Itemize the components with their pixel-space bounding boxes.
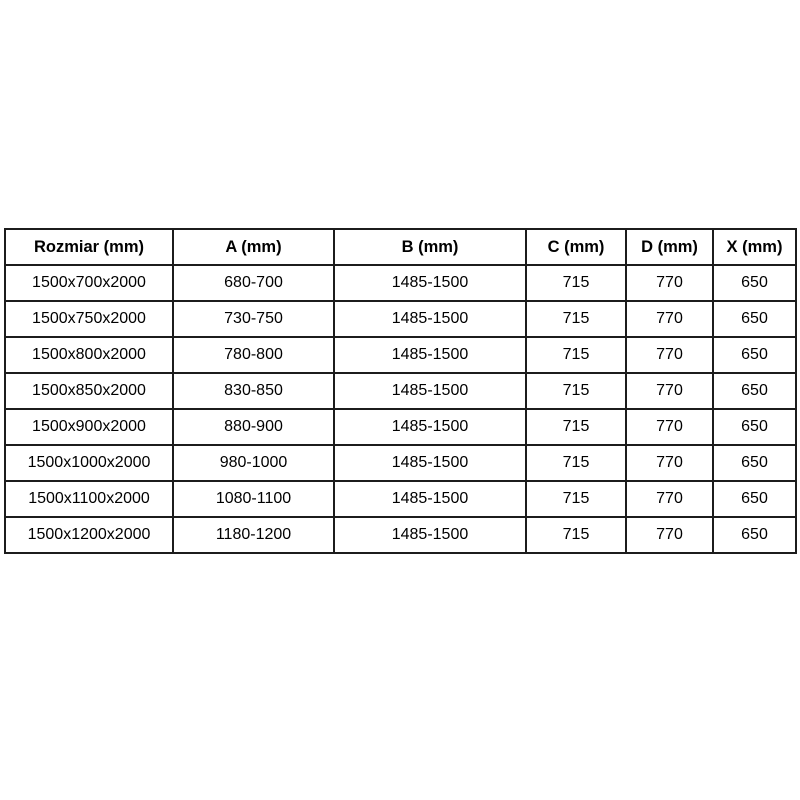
table-cell: 1500x700x2000 <box>4 264 174 302</box>
table-row: 1500x1200x2000 1180-1200 1485-1500 715 770 65… <box>4 516 797 554</box>
table-row: 1500x1000x2000 980-1000 1485-1500 715 770 650 <box>4 444 797 482</box>
column-header: B (mm) <box>333 228 527 266</box>
table-cell: 715 <box>525 480 627 518</box>
table-cell: 1500x850x2000 <box>4 372 174 410</box>
table-cell: 770 <box>625 264 714 302</box>
column-header: D (mm) <box>625 228 714 266</box>
column-header: Rozmiar (mm) <box>4 228 174 266</box>
table-cell: 780-800 <box>172 336 335 374</box>
table-cell: 1485-1500 <box>333 300 527 338</box>
table-cell: 650 <box>712 480 797 518</box>
table-cell: 650 <box>712 300 797 338</box>
table-cell: 1180-1200 <box>172 516 335 554</box>
table-cell: 1500x1200x2000 <box>4 516 174 554</box>
table-cell: 650 <box>712 444 797 482</box>
table-cell: 715 <box>525 372 627 410</box>
table-cell: 1485-1500 <box>333 336 527 374</box>
table-row: 1500x700x2000 680-700 1485-1500 715 770 650 <box>4 264 797 302</box>
table-cell: 650 <box>712 264 797 302</box>
table-cell: 770 <box>625 408 714 446</box>
table-cell: 880-900 <box>172 408 335 446</box>
table-cell: 770 <box>625 336 714 374</box>
table-cell: 650 <box>712 408 797 446</box>
table-cell: 770 <box>625 444 714 482</box>
table-header: Rozmiar (mm) A (mm) B (mm) C (mm) D (mm) X (m… <box>4 228 797 266</box>
table-cell: 650 <box>712 336 797 374</box>
table-cell: 770 <box>625 516 714 554</box>
table-body: 1500x700x2000 680-700 1485-1500 715 770 650 15… <box>4 264 797 554</box>
table-cell: 770 <box>625 372 714 410</box>
table-cell: 1485-1500 <box>333 516 527 554</box>
table-row: 1500x800x2000 780-800 1485-1500 715 770 650 <box>4 336 797 374</box>
table-cell: 715 <box>525 408 627 446</box>
table-cell: 680-700 <box>172 264 335 302</box>
table-cell: 715 <box>525 516 627 554</box>
column-header: C (mm) <box>525 228 627 266</box>
table-cell: 830-850 <box>172 372 335 410</box>
table-cell: 715 <box>525 336 627 374</box>
table-row: 1500x850x2000 830-850 1485-1500 715 770 650 <box>4 372 797 410</box>
table-row: 1500x900x2000 880-900 1485-1500 715 770 650 <box>4 408 797 446</box>
table-cell: 980-1000 <box>172 444 335 482</box>
table-cell: 770 <box>625 300 714 338</box>
table-cell: 650 <box>712 516 797 554</box>
table-cell: 1080-1100 <box>172 480 335 518</box>
table-cell: 1485-1500 <box>333 264 527 302</box>
table-row: 1500x750x2000 730-750 1485-1500 715 770 650 <box>4 300 797 338</box>
table-cell: 650 <box>712 372 797 410</box>
table-cell: 715 <box>525 300 627 338</box>
column-header: A (mm) <box>172 228 335 266</box>
table-cell: 770 <box>625 480 714 518</box>
table-cell: 1500x800x2000 <box>4 336 174 374</box>
table-cell: 715 <box>525 444 627 482</box>
table-cell: 1485-1500 <box>333 480 527 518</box>
table-cell: 1485-1500 <box>333 444 527 482</box>
table-cell: 1500x1100x2000 <box>4 480 174 518</box>
dimensions-spec-table: Rozmiar (mm) A (mm) B (mm) C (mm) D (mm) X (m… <box>4 228 797 554</box>
table-cell: 1500x900x2000 <box>4 408 174 446</box>
table-cell: 1500x1000x2000 <box>4 444 174 482</box>
table-header-row: Rozmiar (mm) A (mm) B (mm) C (mm) D (mm) X (m… <box>4 228 797 266</box>
column-header: X (mm) <box>712 228 797 266</box>
table-cell: 730-750 <box>172 300 335 338</box>
table-cell: 1500x750x2000 <box>4 300 174 338</box>
table-cell: 1485-1500 <box>333 372 527 410</box>
table-cell: 1485-1500 <box>333 408 527 446</box>
table-row: 1500x1100x2000 1080-1100 1485-1500 715 770 65… <box>4 480 797 518</box>
table-cell: 715 <box>525 264 627 302</box>
